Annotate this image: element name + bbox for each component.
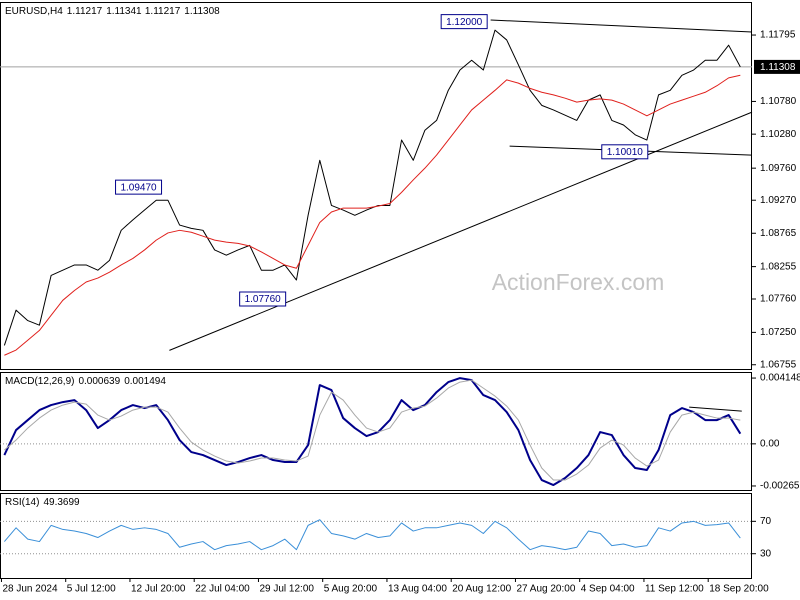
y-tick-label: 1.10280 <box>760 129 797 140</box>
panel-frame <box>0 493 752 579</box>
header-value: 1.11308 <box>184 6 220 17</box>
header-value: 1.11217 <box>145 6 181 17</box>
annotation-label: 1.12000 <box>446 17 483 28</box>
series-line <box>3 29 741 346</box>
y-tick-label: 1.06755 <box>760 359 797 370</box>
header-value: 1.11341 <box>106 6 142 17</box>
panel-header: MACD(12,26,9) 0.000639 0.001494 <box>5 376 166 387</box>
y-tick-label: 1.09270 <box>760 195 797 206</box>
y-tick-label: 0.00 <box>760 438 780 449</box>
x-tick-label: 5 Aug 20:00 <box>324 584 378 595</box>
panel-title: EURUSD,H4 <box>5 6 63 17</box>
y-tick-label: 1.08255 <box>760 261 797 272</box>
annotation-label: 1.07760 <box>245 294 282 305</box>
y-tick-label: 1.07760 <box>760 294 797 305</box>
annotation-label: 1.10010 <box>607 147 644 158</box>
header-value: 0.000639 <box>78 376 120 387</box>
y-tick-label: 30 <box>760 548 772 559</box>
panel-frame <box>0 2 752 370</box>
header-value: 0.001494 <box>124 376 166 387</box>
x-tick-label: 29 Jul 12:00 <box>259 584 314 595</box>
annotation-box <box>601 144 649 160</box>
annotation-box <box>115 179 163 195</box>
x-tick-label: 5 Jul 12:00 <box>67 584 116 595</box>
y-tick-label: -0.002656 <box>760 481 800 492</box>
x-tick-label: 22 Jul 04:00 <box>195 584 250 595</box>
x-tick-label: 27 Aug 20:00 <box>516 584 575 595</box>
y-tick-label: 1.07250 <box>760 327 797 338</box>
x-tick-label: 12 Jul 20:00 <box>131 584 186 595</box>
series-line <box>4 74 741 356</box>
annotation-label: 1.09470 <box>120 182 157 193</box>
annotation-box <box>239 291 287 307</box>
x-tick-label: 20 Aug 12:00 <box>452 584 511 595</box>
trendline <box>169 111 753 351</box>
header-value: 1.11217 <box>67 6 103 17</box>
panel-header: EURUSD,H4 1.11217 1.11341 1.11217 1.11308 <box>5 6 220 17</box>
x-tick-label: 4 Sep 04:00 <box>581 584 635 595</box>
price-tag <box>754 59 800 74</box>
y-tick-label: 1.11795 <box>760 30 796 41</box>
x-tick-label: 13 Aug 04:00 <box>388 584 447 595</box>
panel-title: RSI(14) <box>5 497 39 508</box>
series-line <box>4 379 741 481</box>
panel-header: RSI(14) 49.3699 <box>5 497 80 508</box>
y-tick-label: 70 <box>760 516 772 527</box>
trendline <box>490 19 753 33</box>
y-tick-label: 1.09760 <box>760 163 797 174</box>
panel-frame <box>0 372 752 491</box>
series-line <box>3 519 741 551</box>
watermark: ActionForex.com <box>492 269 665 295</box>
trendline <box>689 406 742 412</box>
y-tick-label: 1.08765 <box>760 228 797 239</box>
price-tag-label: 1.11308 <box>760 62 796 73</box>
x-tick-label: 11 Sep 12:00 <box>645 584 704 595</box>
header-value: 49.3699 <box>43 497 80 508</box>
annotation-box <box>440 14 488 30</box>
series-line <box>3 377 742 487</box>
y-tick-label: 0.004148 <box>760 373 800 384</box>
y-tick-label: 1.10780 <box>760 96 797 107</box>
panel-title: MACD(12,26,9) <box>5 376 74 387</box>
x-tick-label: 28 Jun 2024 <box>2 584 57 595</box>
x-tick-label: 18 Sep 20:00 <box>709 584 769 595</box>
